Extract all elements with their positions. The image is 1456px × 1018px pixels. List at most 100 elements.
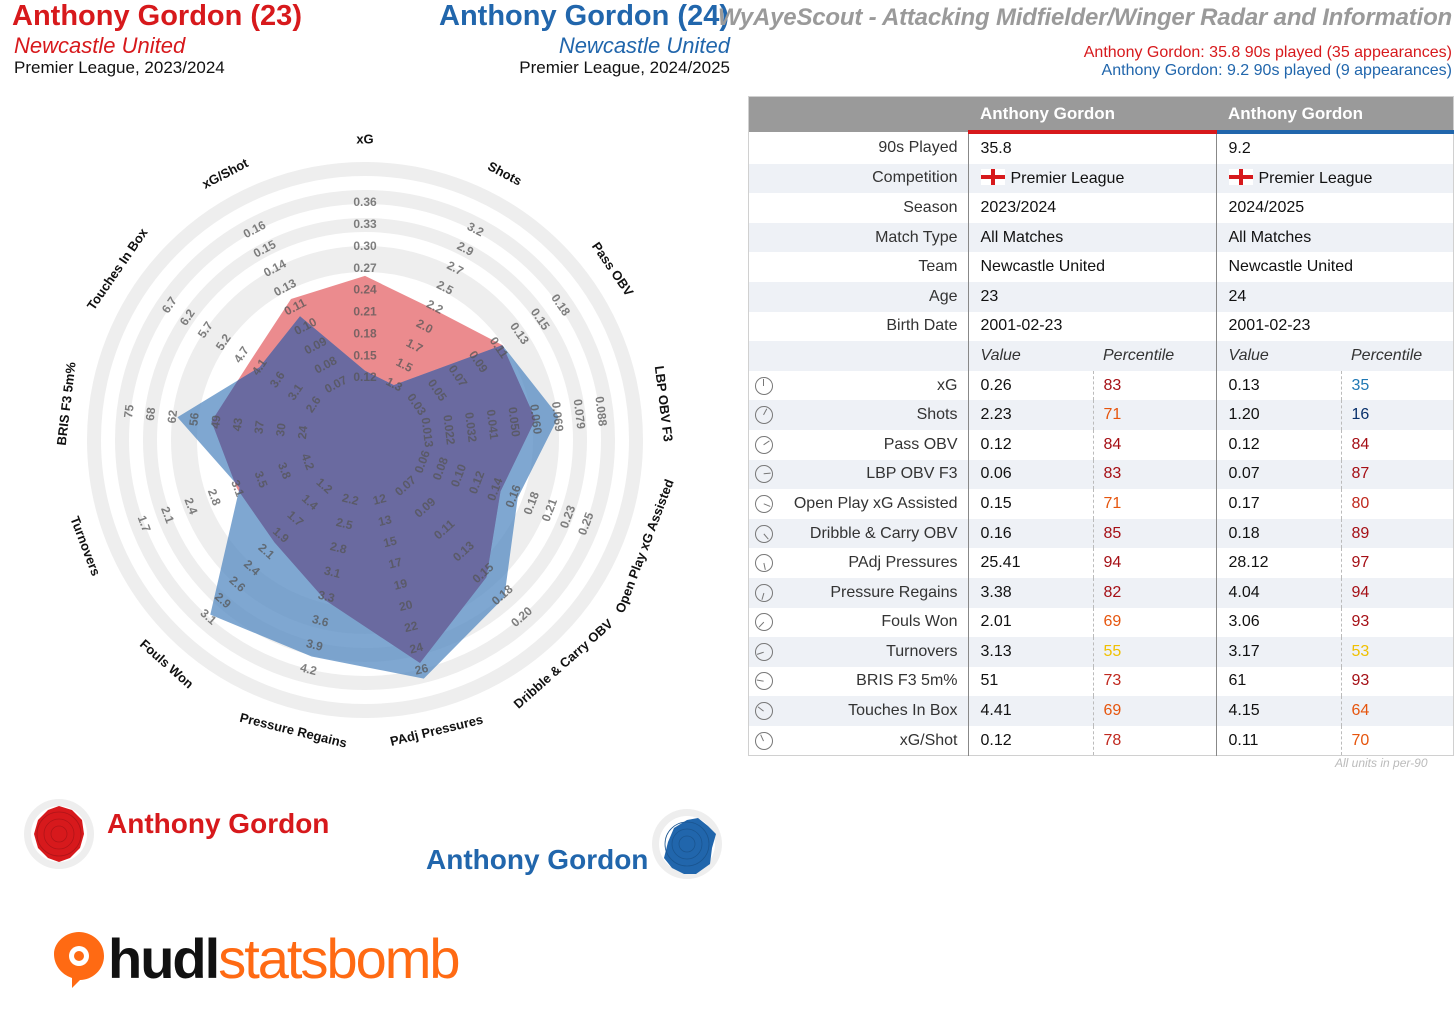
metric-row: xG/Shot 0.12 78 0.11 70 — [748, 725, 1454, 756]
radar-tick-label: 0.060 — [527, 403, 545, 435]
radar-tick-label: 0.013 — [419, 417, 437, 449]
radar-tick-label: 2.2 — [341, 491, 361, 509]
player1-info-value: 2023/2024 — [968, 193, 1217, 223]
player2-info-text: 2024/2025 — [1228, 198, 1305, 216]
radar-tick-label: 0.050 — [505, 406, 523, 438]
metric-label-cell: PAdj Pressures — [748, 548, 969, 578]
player1-metric-percentile: 69 — [1092, 696, 1217, 726]
player1-info-value: 2001-02-23 — [968, 311, 1217, 342]
metric-label-cell: Pressure Regains — [748, 577, 969, 608]
player2-metric-value: 0.13 — [1228, 376, 1260, 394]
metric-label: xG — [937, 376, 958, 394]
player2-metric-percentile: 16 — [1340, 400, 1454, 430]
player2-minutes-note: Anthony Gordon: 9.2 90s played (9 appear… — [1101, 62, 1452, 79]
player1-info-text: 35.8 — [980, 139, 1012, 157]
player2-metric-value: 28.12 — [1228, 554, 1269, 572]
radar-tick-label: 3.1 — [228, 478, 247, 499]
radar-tick-label: 3.6 — [311, 612, 331, 630]
player2-info-value: 2001-02-23 — [1216, 312, 1454, 342]
player1-legend-label: Anthony Gordon — [107, 808, 330, 839]
radar-tick-label: 24 — [295, 425, 311, 440]
metric-label-cell: Fouls Won — [748, 607, 969, 638]
player1-info-value: Newcastle United — [968, 252, 1217, 282]
radar-tick-label: 13 — [377, 512, 394, 529]
metric-label-cell: xG/Shot — [748, 725, 969, 756]
sub-value-2: Value — [1216, 341, 1341, 371]
radar-tick-label: 0.30 — [353, 239, 377, 253]
radar-tick-label: 68 — [143, 406, 159, 421]
player1-metric-value: 2.01 — [980, 613, 1012, 631]
metric-gauge-icon — [755, 465, 773, 484]
player2-metric-value: 0.17 — [1228, 494, 1260, 512]
radar-tick-label: 3.2 — [465, 219, 487, 239]
player2-metric-percentile: 97 — [1340, 548, 1454, 578]
metric-row: Pass OBV 0.12 84 0.12 84 — [748, 429, 1454, 460]
player2-info-text: 9.2 — [1228, 139, 1251, 157]
player2-metric-percentile: 64 — [1340, 696, 1454, 726]
metric-gauge-icon — [755, 613, 773, 632]
metric-label-cell: Shots — [748, 400, 969, 430]
radar-tick-label: 3.8 — [275, 460, 294, 481]
player1-competition: Premier League, 2023/2024 — [14, 58, 225, 77]
metric-label-cell: Dribble & Carry OBV — [748, 518, 969, 549]
player2-info-value: 24 — [1216, 281, 1454, 312]
radar-tick-label: 12 — [371, 491, 388, 508]
player1-metric-percentile: 71 — [1092, 489, 1217, 519]
radar-tick-label: 0.12 — [353, 370, 377, 384]
radar-tick-label: 37 — [251, 419, 267, 434]
table-row: Match Type All Matches All Matches — [748, 222, 1454, 253]
radar-tick-label: 1.5 — [394, 355, 416, 375]
player2-metric-value: 0.11 — [1228, 731, 1259, 749]
metric-gauge-icon — [755, 731, 773, 750]
player2-metric-percentile: 80 — [1340, 489, 1454, 519]
radar-tick-label: 1.7 — [404, 336, 426, 356]
player2-metric-value: 3.17 — [1216, 637, 1341, 667]
logo-statsbomb-text: statsbomb — [218, 927, 460, 990]
metric-row: Turnovers 3.13 55 3.17 53 — [748, 637, 1454, 667]
table-row: Competition Premier League Premier League — [748, 163, 1454, 194]
radar-tick-label: 2.8 — [205, 487, 224, 508]
player1-metric-percentile: 55 — [1092, 637, 1217, 667]
player2-info-value: Newcastle United — [1216, 252, 1454, 282]
metric-label: Dribble & Carry OBV — [809, 524, 958, 542]
radar-tick-label: 4.7 — [231, 344, 252, 366]
radar-axis-label: xG — [356, 131, 373, 146]
table-subheader: Value Percentile Value Percentile — [748, 341, 1454, 371]
table-row: Team Newcastle United Newcastle United — [748, 252, 1454, 282]
radar-tick-label: 49 — [208, 414, 224, 429]
radar-chart: 0.12 0.15 0.18 0.21 0.24 0.27 0.30 0.33 0.36 xG 1.… — [54, 131, 677, 750]
metric-label: BRIS F3 5m% — [856, 672, 958, 690]
player1-info-text: Newcastle United — [980, 258, 1106, 276]
player2-metric-percentile: 93 — [1340, 666, 1454, 697]
player1-metric-percentile: 71 — [1092, 400, 1217, 430]
metric-label: Pass OBV — [883, 435, 958, 453]
player2-metric-value: 0.12 — [1228, 435, 1260, 453]
row-label: 90s Played — [748, 132, 969, 164]
player2-metric-percentile: 84 — [1340, 429, 1454, 460]
metric-label-cell: xG — [748, 370, 969, 401]
player2-info-text: 24 — [1228, 287, 1247, 305]
metric-label: Pressure Regains — [830, 583, 958, 601]
radar-tick-label: 0.032 — [462, 411, 480, 443]
row-label: Age — [748, 281, 969, 312]
metric-gauge-icon — [755, 524, 773, 543]
metric-label-cell: BRIS F3 5m% — [748, 666, 969, 697]
radar-tick-label: 0.18 — [353, 326, 377, 340]
radar-tick-label: 3.5 — [252, 469, 271, 490]
metric-row: Dribble & Carry OBV 0.16 85 0.18 89 — [748, 518, 1454, 549]
metric-row: Touches In Box 4.41 69 4.15 64 — [748, 696, 1454, 726]
player1-metric-value: 51 — [980, 672, 999, 690]
sub-value-1: Value — [968, 341, 1093, 371]
player2-metric-value: 4.15 — [1216, 696, 1341, 726]
radar-tick-label: 24 — [408, 640, 425, 657]
player1-name: Anthony Gordon (23) — [12, 0, 302, 32]
player1-metric-value: 0.26 — [980, 376, 1012, 394]
metric-label: Touches In Box — [848, 702, 958, 720]
radar-tick-label: 26 — [413, 661, 430, 678]
player1-metric-percentile: 84 — [1092, 429, 1217, 460]
metric-label: Turnovers — [886, 642, 958, 660]
england-flag-icon — [980, 168, 1005, 185]
metric-label: Open Play xG Assisted — [793, 494, 958, 512]
player1-metric-value: 0.06 — [968, 459, 1093, 490]
radar-tick-label: 0.15 — [353, 348, 377, 362]
